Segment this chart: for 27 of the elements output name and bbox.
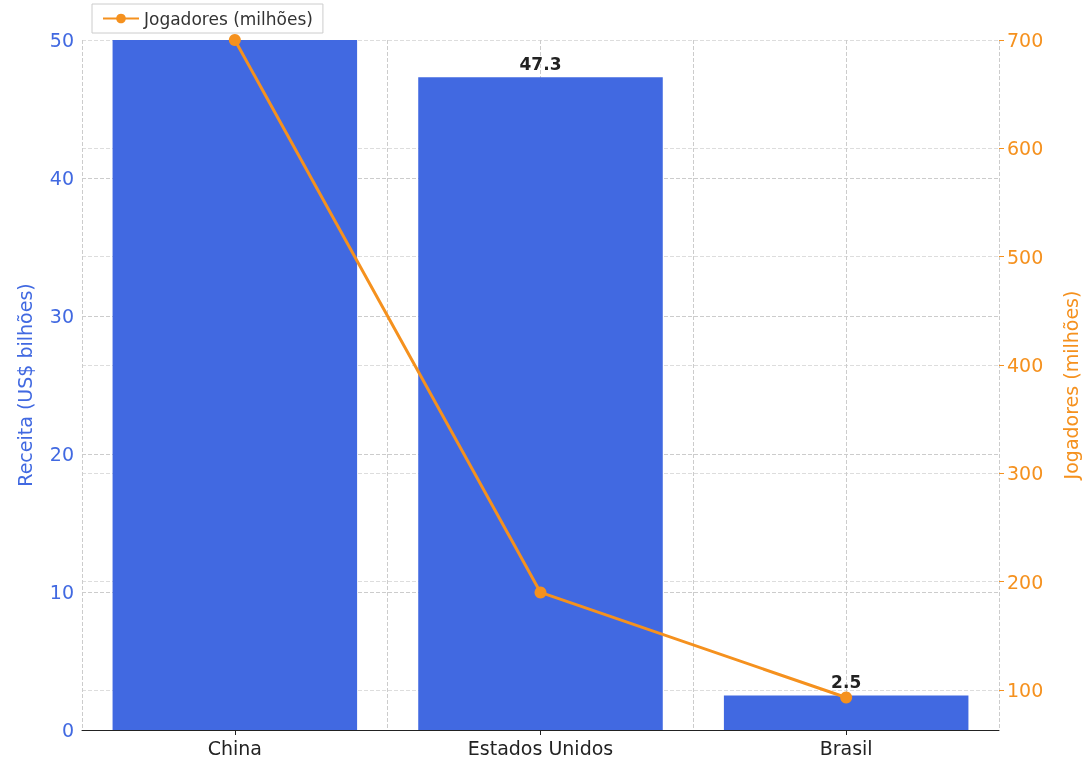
y-tick-label: 20 (49, 443, 74, 465)
x-tick-label: Estados Unidos (467, 736, 614, 759)
point (840, 691, 853, 704)
y-axis-title: Receita (US$ bilhões) (13, 283, 36, 487)
y-tick-label: 30 (49, 305, 74, 327)
y2-tick-label: 600 (1007, 137, 1044, 160)
y2-tick-label: 200 (1007, 570, 1044, 593)
data-label: 2.5 (831, 672, 862, 692)
x-tick-label: China (207, 736, 262, 759)
y-tick-label: 40 (49, 167, 74, 189)
point (228, 34, 241, 46)
x-tick-label: Brasil (819, 736, 873, 759)
y-tick-label: 50 (49, 29, 74, 51)
bar (418, 77, 663, 730)
y2-axis-title: Jogadores (milhões) (1059, 290, 1082, 481)
y2-tick-label: 100 (1007, 678, 1044, 701)
bar (723, 695, 969, 730)
data-label: 47.3 (519, 53, 562, 74)
y-tick-label: 0 (61, 719, 74, 741)
y-tick-label: 10 (49, 581, 74, 603)
y2-tick-label: 300 (1007, 462, 1044, 485)
legend-label: Jogadores (milhões) (143, 8, 313, 29)
bar (112, 40, 358, 730)
y2-tick-label: 400 (1007, 353, 1044, 376)
y2-tick-label: 700 (1007, 29, 1044, 51)
y2-tick-label: 500 (1007, 245, 1044, 268)
point (534, 586, 547, 599)
